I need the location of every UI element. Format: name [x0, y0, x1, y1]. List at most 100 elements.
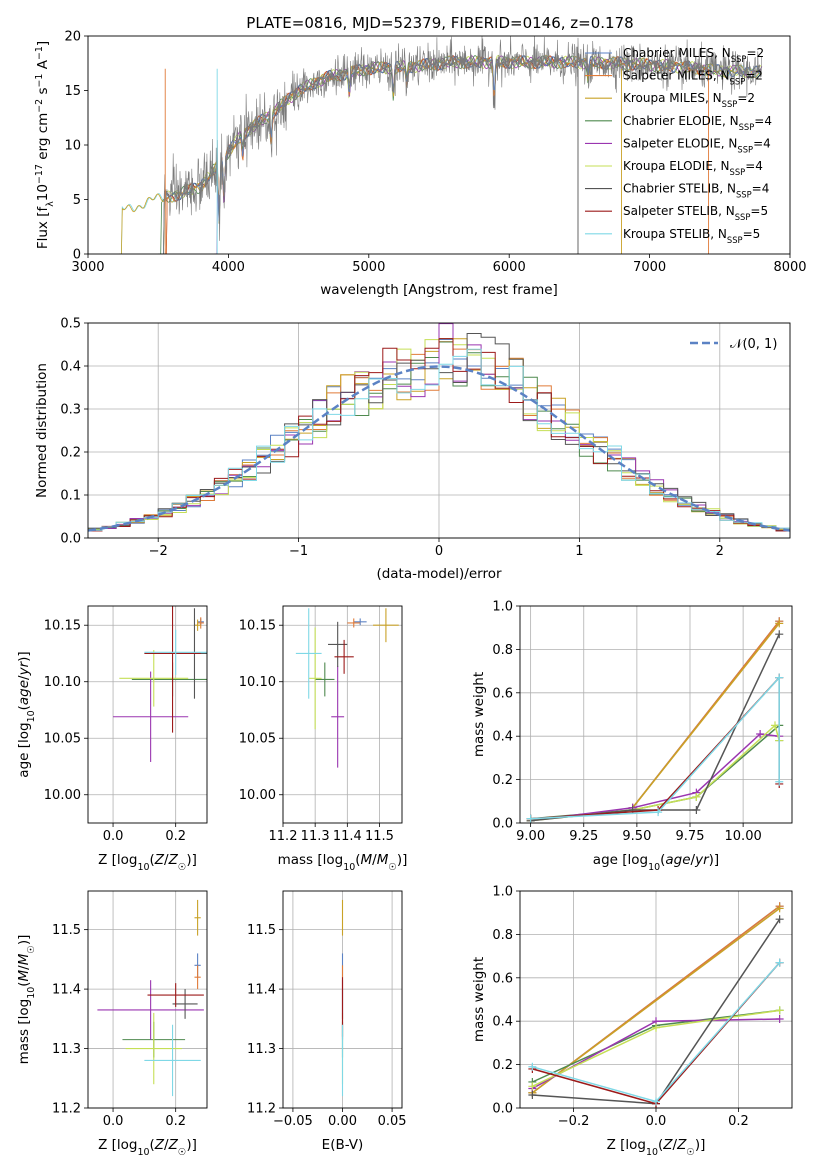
age-vs-mass-xtick-label: 11.2 — [269, 829, 298, 844]
age-vs-mass-xlabel-part: M — [361, 852, 373, 868]
residuals-ytick-label: 0.2 — [60, 446, 81, 461]
spectrum-ylabel-part: 10 — [35, 184, 51, 201]
spectrum-legend-entry: Salpeter STELIB, NSSP=5 — [623, 204, 768, 222]
spectrum-legend-entry-part: Chabrier MILES, N — [623, 46, 731, 60]
age-vs-z-xlabel-part: / — [164, 852, 169, 868]
weight-vs-age-frame — [519, 605, 793, 824]
age-vs-z-ylabel: age [log10(age/yr)] — [16, 651, 37, 777]
age-vs-z-xlabel-part: Z — [168, 852, 179, 868]
weight-vs-age-ytick-label: 0.6 — [492, 686, 513, 701]
weight-vs-age-axes: 9.00 9.25 9.50 9.75 10.00 0.0 0.2 0.4 0.6 0.8 1.0 a… — [471, 600, 793, 873]
age-vs-z-frame — [87, 605, 208, 824]
spectrum-legend-entry-part: SSP — [727, 235, 743, 245]
residuals-xtick-label: −2 — [149, 544, 168, 559]
weight-vs-age-marker — [775, 673, 784, 682]
weight-vs-z-marker — [775, 904, 784, 913]
spectrum-ylabel-part: A — [35, 59, 51, 73]
spectrum-model-line — [118, 55, 762, 254]
mass-vs-z-xlabel-part: )] — [186, 1137, 197, 1153]
age-vs-z-ylabel-part: ( — [16, 705, 32, 710]
spectrum-legend-entry-part: SSP — [735, 212, 751, 222]
age-vs-z-xlabel: Z [log10(Z/Z☉)] — [98, 852, 197, 873]
spectrum-legend-entry-part: =4 — [754, 114, 772, 128]
mass-vs-z-xlabel-part: ( — [150, 1137, 155, 1153]
mass-vs-z-xtick-label: 0.0 — [103, 1114, 124, 1129]
spectrum-xtick-label: 4000 — [212, 260, 245, 275]
mass-vs-z-ytick-label: 11.5 — [52, 923, 81, 938]
mass-vs-ebv-ytick-label: 11.4 — [247, 983, 276, 998]
mass-vs-z-xlabel-part: Z [log — [98, 1137, 137, 1153]
spectrum-legend-entry-part: =4 — [753, 136, 771, 150]
mass-vs-ebv-ytick-label: 11.3 — [247, 1042, 276, 1057]
spectrum-legend-entry: Chabrier ELODIE, NSSP=4 — [623, 114, 772, 132]
spectrum-legend-entry-part: SSP — [737, 144, 753, 154]
weight-vs-age-xlabel-part: yr — [694, 852, 710, 868]
spectrum-legend-entry: Salpeter ELODIE, NSSP=4 — [623, 136, 771, 154]
weight-vs-age-ytick-label: 0.2 — [492, 773, 513, 788]
weight-vs-z-ytick-label: 0.0 — [492, 1102, 513, 1117]
weight-vs-age-plot — [526, 617, 784, 823]
spectrum-ylabel-part: Flux [f — [35, 206, 51, 250]
weight-vs-age-ytick-label: 0.4 — [492, 730, 513, 745]
mass-vs-z-ylabel-part: 10 — [26, 987, 37, 999]
spectrum-model-line — [158, 55, 762, 254]
spectrum-legend-entry-part: Salpeter MILES, N — [623, 69, 730, 83]
weight-vs-z-xlabel-part: / — [673, 1137, 678, 1153]
spectrum-legend-entry-part: SSP — [730, 167, 746, 177]
figure-title: PLATE=0816, MJD=52379, FIBERID=0146, z=0… — [246, 14, 633, 32]
spectrum-ylabel-part: erg cm — [35, 113, 51, 164]
weight-vs-age-ytick-label: 0.8 — [492, 643, 513, 658]
residuals-ytick-label: 0.4 — [60, 360, 81, 375]
spectrum-legend-entry: Kroupa STELIB, NSSP=5 — [623, 227, 760, 245]
weight-vs-z-marker — [775, 1006, 784, 1015]
age-vs-z-ytick-label: 10.15 — [44, 619, 81, 634]
age-vs-z-xtick-label: 0.0 — [103, 829, 124, 844]
mass-vs-ebv-ytick-label: 11.2 — [247, 1102, 276, 1117]
age-vs-z-plot — [113, 606, 207, 762]
mass-vs-z-ylabel-part: ( — [16, 981, 32, 986]
mass-vs-z-xlabel-part: Z — [154, 1137, 165, 1153]
spectrum-legend-entry-part: Chabrier STELIB, N — [623, 182, 736, 196]
age-vs-z-xlabel-part: Z — [154, 852, 165, 868]
weight-vs-z-xlabel: Z [log10(Z/Z☉)] — [607, 1137, 706, 1158]
mass-vs-ebv-axes: −0.05 0.00 0.05 11.2 11.3 11.4 11.5 E(B-V) — [247, 890, 407, 1153]
mass-vs-z-frame — [87, 890, 208, 1109]
residuals-xtick-label: 2 — [716, 544, 724, 559]
age-vs-z-ytick-label: 10.05 — [44, 732, 81, 747]
spectrum-legend-entry-part: Salpeter ELODIE, N — [623, 136, 737, 150]
spectrum-xtick-label: 8000 — [773, 260, 806, 275]
spectrum-legend-entry-part: =2 — [737, 91, 755, 105]
weight-vs-z-xtick-label: 0.2 — [728, 1114, 749, 1129]
age-vs-mass-xtick-label: 11.5 — [365, 829, 394, 844]
weight-vs-age-marker — [775, 630, 784, 639]
mass-vs-z-ylabel-part: M — [16, 969, 32, 981]
residuals-axes: −2 −1 0 1 2 0.0 0.1 0.2 0.3 0.4 0.5 𝒩(0, 1) (data-mo… — [34, 317, 791, 582]
age-vs-z-ytick-label: 10.00 — [44, 788, 81, 803]
weight-vs-age-series-line — [632, 622, 780, 809]
age-vs-mass-plot — [295, 608, 399, 768]
spectrum-legend-entry-part: SSP — [722, 99, 738, 109]
weight-vs-z-xlabel-part: 10 — [646, 1147, 658, 1158]
weight-vs-z-series-line — [531, 907, 781, 1094]
spectrum-legend-entry-part: =4 — [752, 182, 770, 196]
spectrum-xtick-label: 6000 — [493, 260, 526, 275]
age-vs-mass-xlabel-part: mass [log — [278, 852, 344, 868]
spectrum-legend-entry: Chabrier MILES, NSSP=2 — [623, 46, 764, 64]
mass-vs-z-axes: 0.0 0.211.211.311.411.5Z [log10(Z/Z☉)]mas… — [16, 890, 208, 1158]
age-vs-mass-xlabel-part: / — [372, 852, 377, 868]
spectrum-legend-entry-part: =5 — [750, 204, 768, 218]
age-vs-z-xlabel-part: Z [log — [98, 852, 137, 868]
residuals-ylabel: Normed distribution — [34, 363, 50, 498]
weight-vs-z-marker — [775, 958, 784, 967]
spectrum-model-line — [163, 55, 710, 254]
spectrum-xlabel: wavelength [Angstrom, rest frame] — [320, 282, 558, 298]
weight-vs-age-marker — [692, 792, 701, 801]
age-vs-mass-ytick-label: 10.10 — [239, 675, 276, 690]
age-vs-mass-ytick-label: 10.05 — [239, 732, 276, 747]
weight-vs-age-xtick-label: 10.00 — [725, 829, 762, 844]
spectrum-legend-entry-part: SSP — [739, 122, 755, 132]
mass-vs-ebv-ytick-label: 11.5 — [247, 923, 276, 938]
weight-vs-age-xlabel-part: )] — [709, 852, 720, 868]
